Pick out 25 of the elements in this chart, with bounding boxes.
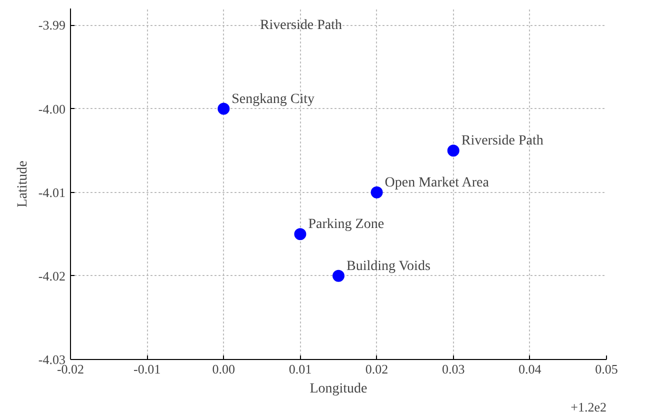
y-tick-label: -4.02	[38, 268, 66, 284]
annotation: Sengkang City	[232, 92, 314, 107]
y-axis-title: Latitude	[15, 160, 30, 208]
x-tick-label: -0.01	[134, 362, 161, 376]
point	[447, 144, 460, 157]
point	[332, 270, 344, 282]
y-tick-label: -4.00	[38, 101, 66, 116]
x-tick-label: 0.00	[212, 362, 236, 376]
point	[218, 102, 230, 115]
y-tick-label: -3.99	[38, 18, 66, 33]
annotation: Building Voids	[346, 258, 430, 274]
x-tick-label: 0.04	[518, 362, 542, 376]
annotation: Parking Zone	[308, 217, 384, 232]
annotation: Riverside Path	[260, 18, 342, 34]
x-axis-title: Longitude	[310, 382, 368, 396]
text: +1.2e2	[570, 400, 607, 414]
point	[370, 186, 383, 198]
point	[294, 228, 306, 240]
x-tick-label: 0.02	[365, 362, 388, 376]
annotation: Open Market Area	[384, 175, 490, 190]
y-tick-label: -4.01	[38, 184, 66, 200]
x-tick-label: 0.01	[288, 362, 312, 376]
annotation: Riverside Path	[461, 134, 544, 149]
x-tick-label: 0.05	[595, 362, 618, 376]
x-tick-label: 0.03	[442, 362, 465, 376]
